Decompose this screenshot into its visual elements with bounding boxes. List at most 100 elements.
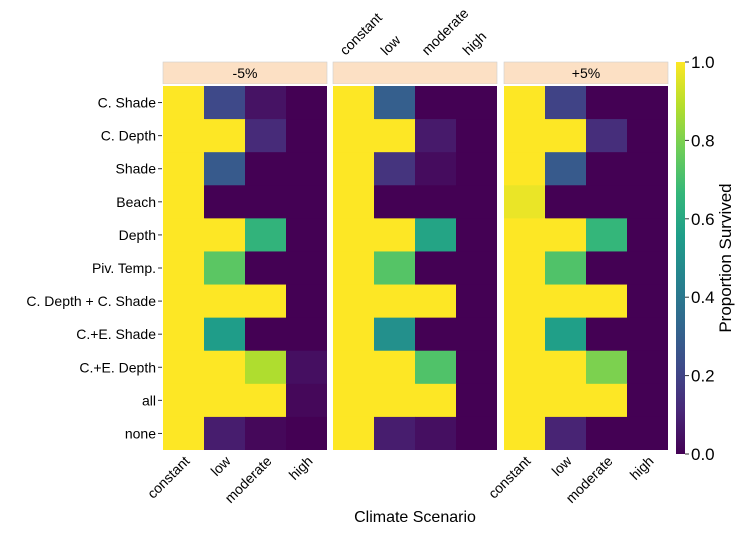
heatmap-cell <box>163 119 205 153</box>
facet-panel: -5% <box>161 61 329 452</box>
heatmap-cell <box>374 152 416 186</box>
heatmap-cell <box>504 317 546 352</box>
x-tick-label-top: high <box>459 28 489 58</box>
heatmap-cell <box>627 152 669 186</box>
facet-panels: -5% +5% <box>161 61 670 452</box>
heatmap-cell <box>415 218 457 252</box>
heatmap-cell <box>286 185 328 219</box>
heatmap-cell <box>586 416 628 451</box>
heatmap-cell <box>415 383 457 418</box>
y-axis-labels: C. Shade C. Depth Shade Beach Depth Piv. Temp… <box>26 95 162 441</box>
heatmap-cell <box>374 119 416 153</box>
heatmap-cell <box>545 152 587 186</box>
heatmap-cell <box>204 317 246 352</box>
y-tick-label: C.+E. Depth <box>79 359 156 375</box>
heatmap-cell <box>456 119 498 153</box>
heatmap-cell <box>415 350 457 385</box>
heatmap-cell <box>415 317 457 352</box>
heatmap-cell <box>415 185 457 219</box>
facet-strip <box>332 61 498 85</box>
heatmap-cell <box>456 416 498 451</box>
heatmap-cell <box>415 86 457 120</box>
heatmap-cell <box>245 317 287 352</box>
heatmap-cell <box>245 416 287 451</box>
heatmap-cell <box>504 119 546 153</box>
colorbar-tick-label: 0.2 <box>691 367 715 386</box>
heatmap-cell <box>245 350 287 385</box>
heatmap-cell <box>286 317 328 352</box>
heatmap-cell <box>504 185 546 219</box>
heatmap-cell <box>333 86 375 120</box>
y-tick-label: none <box>125 425 156 441</box>
heatmap-cell <box>286 251 328 286</box>
heatmap-cell <box>415 152 457 186</box>
heatmap-cell <box>204 218 246 252</box>
heatmap-cell <box>586 317 628 352</box>
heatmap-cell <box>586 284 628 319</box>
x-tick-label-top: constant <box>336 9 385 58</box>
heatmap-cell <box>286 152 328 186</box>
heatmap-cell <box>545 317 587 352</box>
heatmap-cell <box>163 251 205 286</box>
heatmap-cell <box>163 86 205 120</box>
panel-border <box>331 84 499 452</box>
heatmap-cell <box>415 119 457 153</box>
heatmap-cell <box>456 218 498 252</box>
heatmap-cell <box>415 284 457 319</box>
heatmap-cell <box>245 152 287 186</box>
y-tick-label: all <box>142 392 156 408</box>
heatmap-cell <box>504 86 546 120</box>
heatmap-cell <box>245 383 287 418</box>
heatmap-cell <box>374 185 416 219</box>
heatmap-cell <box>545 218 587 252</box>
heatmap-cell <box>333 416 375 451</box>
heatmap-cell <box>204 86 246 120</box>
heatmap-cell <box>374 218 416 252</box>
heatmap-cell <box>245 119 287 153</box>
heatmap-cell <box>333 185 375 219</box>
heatmap-cell <box>545 86 587 120</box>
heatmap-cell <box>504 383 546 418</box>
heatmap-cell <box>627 86 669 120</box>
heatmap-cell <box>586 119 628 153</box>
x-tick-label: high <box>627 453 657 483</box>
heatmap-cell <box>504 284 546 319</box>
heatmap-cell <box>627 317 669 352</box>
x-tick-label: constant <box>144 453 193 502</box>
facet-strip-label: +5% <box>572 65 600 81</box>
heatmap-cell <box>163 317 205 352</box>
heatmap-cell <box>586 383 628 418</box>
heatmap-cell <box>456 86 498 120</box>
heatmap-cell <box>204 284 246 319</box>
heatmap-cell <box>456 317 498 352</box>
heatmap-cell <box>374 416 416 451</box>
heatmap-cell <box>545 251 587 286</box>
heatmap-cell <box>456 185 498 219</box>
colorbar-gradient <box>676 62 685 454</box>
panel-border <box>502 84 670 452</box>
heatmap-cell <box>163 284 205 319</box>
heatmap-cell <box>286 350 328 385</box>
facet-panel <box>331 61 499 452</box>
heatmap-cell <box>586 86 628 120</box>
heatmap-cell <box>204 383 246 418</box>
heatmap-cell <box>545 119 587 153</box>
y-tick-label: Piv. Temp. <box>92 260 156 276</box>
heatmap-cell <box>456 350 498 385</box>
colorbar-tick-label: 0.8 <box>691 131 715 150</box>
heatmap-cell <box>374 86 416 120</box>
facet-panel: +5% <box>502 61 670 452</box>
heatmap-cell <box>374 251 416 286</box>
colorbar-tick-label: 0.6 <box>691 210 715 229</box>
heatmap-cell <box>163 350 205 385</box>
heatmap-cell <box>586 152 628 186</box>
heatmap-cell <box>504 152 546 186</box>
x-tick-label: low <box>548 452 575 479</box>
y-tick-label: C. Shade <box>98 95 157 111</box>
heatmap-cell <box>333 383 375 418</box>
y-tick-label: Shade <box>116 161 157 177</box>
heatmap-cell <box>545 416 587 451</box>
colorbar-tick-label: 0.4 <box>691 288 715 307</box>
heatmap-cell <box>627 284 669 319</box>
